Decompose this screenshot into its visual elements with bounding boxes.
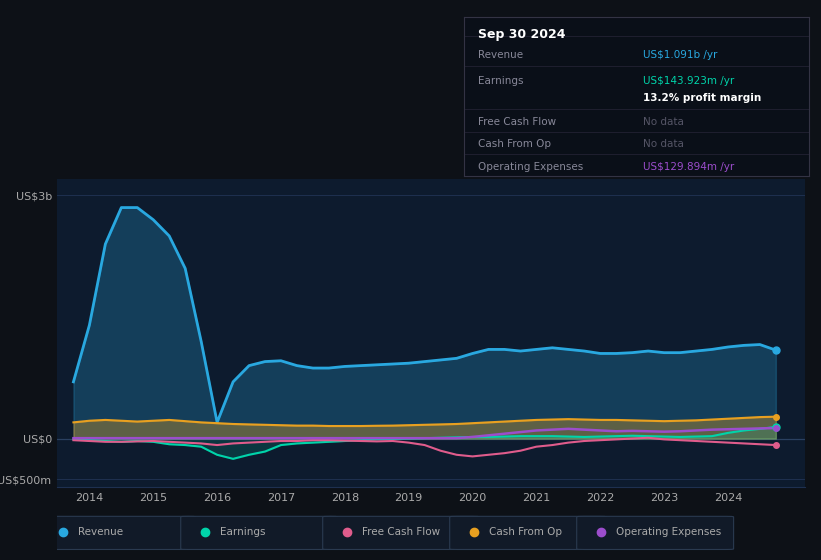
- FancyBboxPatch shape: [576, 516, 734, 549]
- FancyBboxPatch shape: [39, 516, 195, 549]
- Text: Operating Expenses: Operating Expenses: [478, 162, 583, 172]
- Text: Free Cash Flow: Free Cash Flow: [478, 117, 556, 127]
- FancyBboxPatch shape: [450, 516, 607, 549]
- Text: No data: No data: [643, 139, 684, 150]
- Text: Revenue: Revenue: [78, 527, 123, 537]
- Text: Cash From Op: Cash From Op: [488, 527, 562, 537]
- Text: Revenue: Revenue: [478, 50, 523, 60]
- Text: No data: No data: [643, 117, 684, 127]
- FancyBboxPatch shape: [181, 516, 337, 549]
- FancyBboxPatch shape: [323, 516, 479, 549]
- Text: Earnings: Earnings: [478, 76, 523, 86]
- Text: US$129.894m /yr: US$129.894m /yr: [643, 162, 735, 172]
- Text: US$143.923m /yr: US$143.923m /yr: [643, 76, 735, 86]
- Text: Operating Expenses: Operating Expenses: [616, 527, 721, 537]
- Text: Earnings: Earnings: [219, 527, 265, 537]
- Text: US$1.091b /yr: US$1.091b /yr: [643, 50, 718, 60]
- Text: Sep 30 2024: Sep 30 2024: [478, 28, 565, 41]
- Text: 13.2% profit margin: 13.2% profit margin: [643, 93, 761, 103]
- Text: Cash From Op: Cash From Op: [478, 139, 551, 150]
- Text: Free Cash Flow: Free Cash Flow: [361, 527, 440, 537]
